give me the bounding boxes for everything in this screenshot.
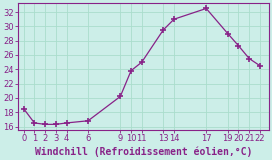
X-axis label: Windchill (Refroidissement éolien,°C): Windchill (Refroidissement éolien,°C) <box>35 146 252 156</box>
